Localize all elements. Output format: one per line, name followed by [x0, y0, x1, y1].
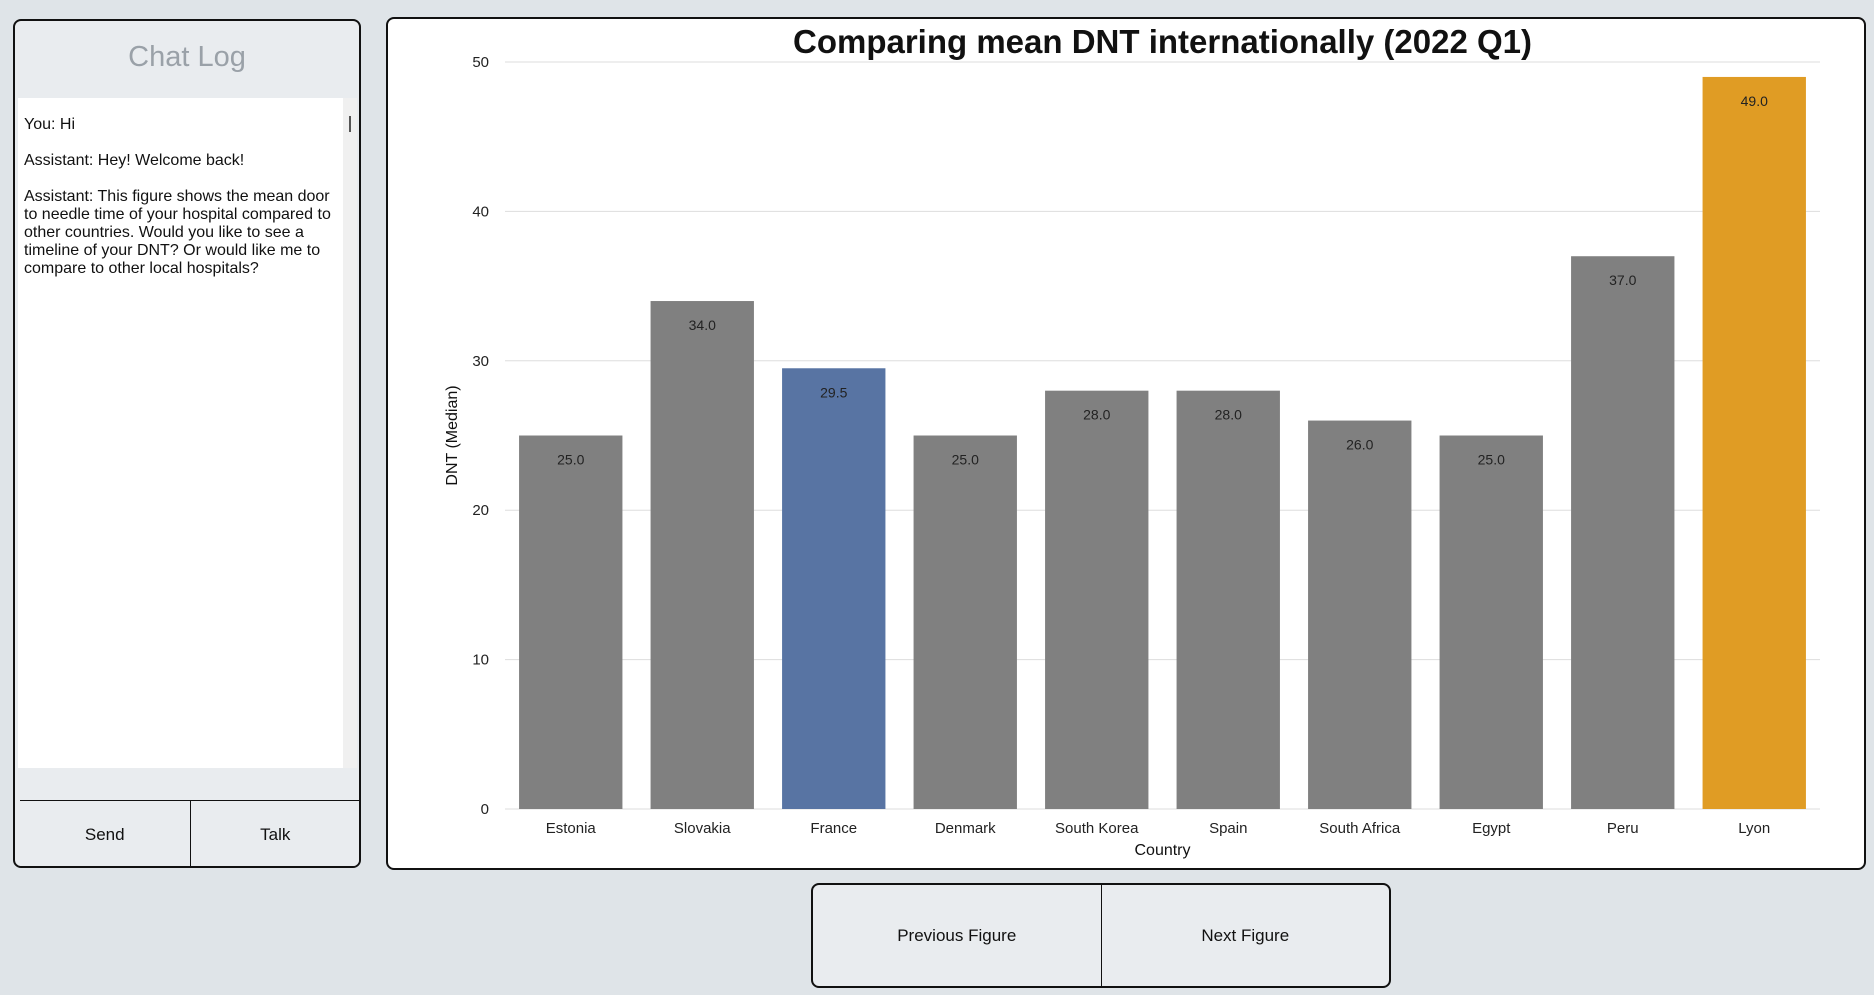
y-tick-label: 20 — [472, 502, 489, 519]
bar-value-label: 28.0 — [1083, 407, 1110, 423]
x-tick-label: South Korea — [1055, 820, 1139, 837]
y-tick-label: 40 — [472, 203, 489, 220]
figure-nav: Previous Figure Next Figure — [811, 883, 1391, 988]
chat-log: You: Hi Assistant: Hey! Welcome back! Assi… — [18, 98, 343, 768]
x-tick-label: Peru — [1607, 820, 1639, 837]
bar — [1439, 435, 1543, 809]
chat-title: Chat Log — [128, 41, 246, 73]
bar — [1571, 256, 1675, 810]
bar-value-label: 28.0 — [1215, 407, 1242, 423]
bar-value-label: 29.5 — [820, 384, 847, 400]
next-figure-button[interactable]: Next Figure — [1201, 925, 1290, 945]
chat-message: Assistant: This figure shows the mean do… — [24, 188, 331, 277]
x-tick-label: Egypt — [1472, 820, 1511, 837]
bar — [1176, 390, 1280, 809]
send-button[interactable]: Send — [20, 801, 191, 866]
x-axis-label: Country — [1134, 842, 1190, 859]
x-tick-label: Denmark — [935, 820, 996, 837]
y-tick-label: 10 — [472, 652, 489, 669]
previous-figure-button[interactable]: Previous Figure — [813, 885, 1102, 986]
chat-buttons: Send Talk — [20, 800, 359, 866]
bar — [519, 435, 623, 809]
bar-chart: 0 10 20 30 40 50 25.0 Estonia 34.0 Slovakia 29.5 Fr… — [444, 23, 1820, 859]
x-tick-label: France — [810, 820, 857, 837]
y-tick-label: 0 — [481, 801, 489, 818]
chart-title: Comparing mean DNT internationally (2022… — [793, 23, 1532, 60]
bar — [1045, 390, 1149, 809]
x-tick-label: Slovakia — [674, 820, 731, 837]
chat-scroll-thumb[interactable] — [349, 116, 351, 132]
bar-value-label: 49.0 — [1741, 93, 1768, 109]
bar — [913, 435, 1017, 809]
x-tick-label: South Africa — [1319, 820, 1401, 837]
bar-value-label: 26.0 — [1346, 437, 1373, 453]
x-tick-label: Lyon — [1738, 820, 1770, 837]
bar-value-label: 25.0 — [1478, 452, 1505, 468]
chat-message: You: Hi — [24, 116, 75, 133]
chat-message: Assistant: Hey! Welcome back! — [24, 152, 245, 169]
bar — [782, 368, 886, 809]
bar-value-label: 25.0 — [952, 452, 979, 468]
chat-scrollbar[interactable] — [343, 98, 357, 768]
y-tick-label: 50 — [472, 54, 489, 71]
bar — [1308, 420, 1412, 809]
x-tick-label: Spain — [1209, 820, 1247, 837]
figure-panel: 0 10 20 30 40 50 25.0 Estonia 34.0 Slovakia 29.5 Fr… — [386, 17, 1866, 870]
bar — [1702, 76, 1806, 809]
y-tick-label: 30 — [472, 353, 489, 370]
bar-value-label: 37.0 — [1609, 272, 1636, 288]
bar-value-label: 34.0 — [689, 317, 716, 333]
bar — [650, 301, 754, 809]
x-tick-label: Estonia — [546, 820, 597, 837]
y-axis-label: DNT (Median) — [444, 385, 461, 485]
talk-button[interactable]: Talk — [190, 801, 359, 866]
bar-value-label: 25.0 — [557, 452, 584, 468]
chat-panel: Chat Log You: Hi Assistant: Hey! Welcome … — [13, 19, 361, 868]
